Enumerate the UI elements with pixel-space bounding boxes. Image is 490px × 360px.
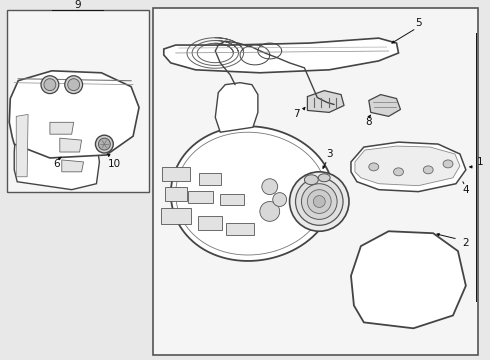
Polygon shape: [50, 122, 74, 134]
Bar: [162, 167, 190, 181]
Text: 4: 4: [463, 185, 469, 195]
Polygon shape: [60, 138, 82, 152]
Ellipse shape: [98, 138, 110, 150]
Text: 8: 8: [366, 117, 372, 127]
Ellipse shape: [307, 190, 331, 213]
Bar: [188, 191, 213, 203]
Ellipse shape: [295, 178, 343, 225]
Ellipse shape: [262, 179, 278, 195]
Polygon shape: [351, 142, 466, 192]
Polygon shape: [307, 91, 344, 112]
Bar: [220, 194, 244, 206]
Ellipse shape: [318, 174, 330, 182]
Polygon shape: [9, 71, 139, 158]
Ellipse shape: [41, 76, 59, 94]
Polygon shape: [171, 126, 333, 261]
Text: 7: 7: [293, 109, 300, 120]
Ellipse shape: [44, 79, 56, 91]
Ellipse shape: [313, 195, 325, 207]
Text: 6: 6: [53, 159, 60, 169]
Ellipse shape: [393, 168, 403, 176]
Ellipse shape: [290, 172, 349, 231]
Bar: [199, 173, 221, 185]
Text: 5: 5: [415, 18, 421, 28]
Bar: [7, 10, 149, 192]
Ellipse shape: [423, 166, 433, 174]
Ellipse shape: [304, 175, 319, 185]
Bar: [226, 223, 254, 235]
Ellipse shape: [68, 79, 79, 91]
Ellipse shape: [369, 163, 379, 171]
Ellipse shape: [260, 202, 280, 221]
Polygon shape: [215, 83, 258, 132]
Polygon shape: [16, 114, 28, 177]
Ellipse shape: [65, 76, 83, 94]
Text: 10: 10: [108, 159, 121, 169]
Ellipse shape: [273, 193, 287, 207]
Ellipse shape: [443, 160, 453, 168]
Text: 9: 9: [74, 0, 81, 10]
Bar: [153, 8, 478, 355]
Bar: [198, 216, 222, 230]
Bar: [161, 208, 191, 224]
Text: 1: 1: [476, 157, 483, 167]
Polygon shape: [351, 231, 466, 328]
Polygon shape: [369, 95, 400, 116]
Text: 3: 3: [326, 149, 333, 159]
Polygon shape: [355, 146, 460, 186]
Bar: [165, 187, 187, 201]
Polygon shape: [164, 38, 398, 73]
Ellipse shape: [301, 184, 337, 219]
Text: 2: 2: [463, 238, 469, 248]
Polygon shape: [14, 98, 99, 190]
Polygon shape: [62, 160, 84, 172]
Ellipse shape: [96, 135, 113, 153]
Polygon shape: [357, 237, 460, 322]
